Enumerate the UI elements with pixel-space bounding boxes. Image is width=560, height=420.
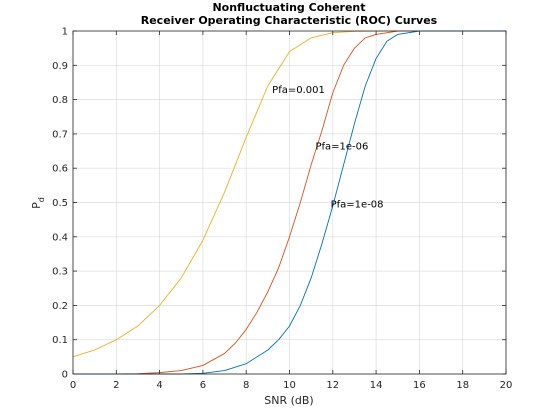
chart-title-line-2: Receiver Operating Characteristic (ROC) … — [141, 14, 438, 27]
y-tick-label: 0.2 — [52, 301, 68, 312]
y-tick-label: 1 — [62, 27, 68, 38]
curve-annotation: Pfa=1e-06 — [315, 141, 368, 152]
x-tick-label: 2 — [113, 380, 119, 391]
y-tick-label: 0.4 — [52, 232, 68, 243]
y-tick-label: 0.7 — [52, 129, 68, 140]
y-axis-label-main: P — [30, 202, 43, 209]
annotations: Pfa=0.001 Pfa=1e-06 Pfa=1e-08 — [272, 85, 383, 211]
y-tick-label: 0.9 — [52, 61, 68, 72]
y-tick-label: 0.1 — [52, 335, 68, 346]
x-tick-label: 14 — [370, 380, 383, 391]
y-tick-label: 0.8 — [52, 95, 68, 106]
x-tick-label: 0 — [70, 380, 76, 391]
y-axis-label-group: Pd — [30, 197, 46, 209]
y-tick-label: 0.5 — [52, 198, 68, 209]
x-axis-label: SNR (dB) — [264, 394, 313, 407]
y-tick-label: 0 — [62, 370, 68, 381]
y-tick-label: 0.6 — [52, 164, 68, 175]
chart-title-line-1: Nonfluctuating Coherent — [212, 1, 365, 14]
y-axis-label-subscript: d — [37, 197, 46, 202]
x-tick-label: 16 — [413, 380, 426, 391]
x-tick-label: 8 — [243, 380, 249, 391]
y-tick-label: 0.3 — [52, 267, 68, 278]
x-tick-label: 4 — [156, 380, 162, 391]
x-tick-label: 18 — [456, 380, 469, 391]
series-line-pfa-1e-08 — [73, 30, 506, 375]
curve-annotation: Pfa=1e-08 — [331, 200, 384, 211]
x-tick-label: 12 — [326, 380, 339, 391]
x-tick-label: 6 — [200, 380, 206, 391]
curve-annotation: Pfa=0.001 — [272, 85, 325, 96]
x-tick-label: 10 — [283, 380, 296, 391]
y-axis-label: Pd — [30, 197, 46, 209]
ticks: 0 2 4 6 8 10 12 14 16 18 20 0 0.1 0.2 0.3 0.4 0.5 0.6 0.7 0… — [52, 27, 512, 392]
x-tick-label: 20 — [500, 380, 513, 391]
